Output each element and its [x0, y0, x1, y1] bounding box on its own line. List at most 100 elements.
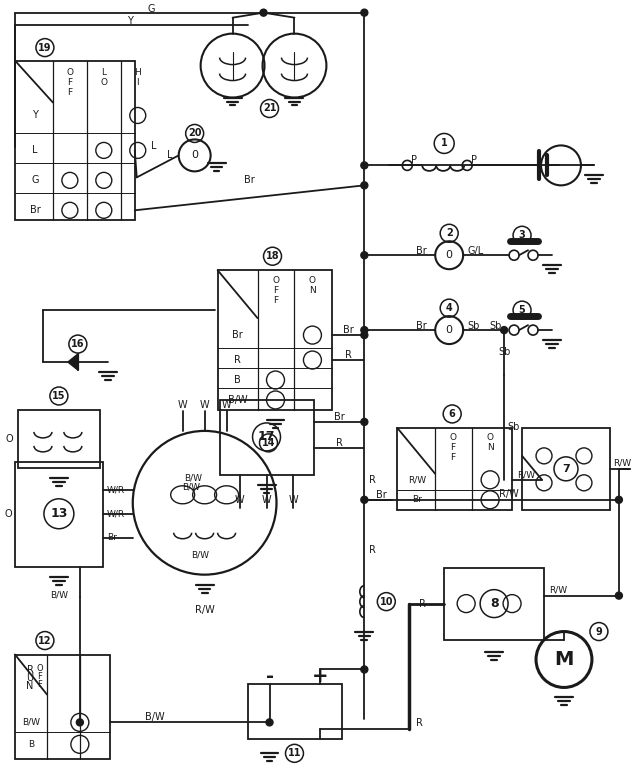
Text: B/W: B/W — [184, 474, 202, 482]
Text: 20: 20 — [188, 129, 202, 138]
Text: N: N — [26, 682, 34, 692]
Text: U: U — [27, 673, 34, 683]
Circle shape — [361, 9, 368, 16]
Text: 7: 7 — [562, 464, 570, 474]
Text: 11: 11 — [288, 748, 301, 758]
Text: B/W: B/W — [191, 550, 210, 559]
Text: O: O — [487, 434, 494, 442]
Text: Br: Br — [30, 205, 41, 215]
Text: Sb: Sb — [498, 347, 510, 357]
Circle shape — [76, 719, 83, 726]
Text: 4: 4 — [446, 303, 453, 313]
Text: F: F — [37, 672, 42, 681]
Text: W: W — [262, 495, 271, 505]
Text: Br: Br — [412, 495, 422, 504]
Text: R: R — [27, 666, 34, 675]
Text: 0: 0 — [446, 250, 453, 260]
Text: O: O — [37, 664, 43, 673]
Text: O: O — [100, 78, 107, 87]
Text: 10: 10 — [380, 597, 393, 607]
Text: 19: 19 — [38, 43, 51, 53]
Text: R: R — [370, 475, 376, 485]
Text: 1: 1 — [441, 138, 448, 148]
Text: 13: 13 — [50, 507, 68, 520]
Bar — [15, 462, 103, 567]
Text: 16: 16 — [71, 339, 84, 349]
Text: +: + — [312, 667, 328, 686]
Text: 12: 12 — [38, 636, 51, 646]
Text: O: O — [450, 434, 456, 442]
Text: B: B — [234, 375, 241, 385]
Text: R: R — [336, 438, 343, 448]
Text: B/W: B/W — [50, 590, 68, 599]
Circle shape — [616, 496, 623, 503]
Text: R: R — [345, 350, 352, 360]
Circle shape — [361, 252, 368, 259]
Text: W: W — [235, 495, 244, 505]
Text: O: O — [272, 275, 279, 285]
Text: 15: 15 — [52, 391, 66, 401]
Text: R: R — [419, 598, 425, 609]
Text: F: F — [451, 444, 456, 452]
Text: F: F — [273, 285, 278, 295]
Polygon shape — [68, 354, 78, 370]
Text: 18: 18 — [266, 251, 280, 261]
Text: F: F — [37, 680, 42, 689]
Circle shape — [361, 162, 368, 169]
Text: I: I — [136, 78, 139, 87]
Text: 2: 2 — [446, 228, 453, 238]
Text: P: P — [411, 155, 417, 165]
Circle shape — [266, 719, 273, 726]
Text: N: N — [309, 285, 316, 295]
Text: G/L: G/L — [467, 246, 483, 256]
Text: N: N — [487, 444, 493, 452]
Text: Sb: Sb — [467, 321, 479, 331]
Text: L: L — [151, 142, 157, 151]
Text: R/W: R/W — [613, 458, 631, 467]
Text: Br: Br — [343, 325, 354, 335]
Text: F: F — [67, 88, 72, 97]
Text: F: F — [273, 295, 278, 304]
Text: W: W — [222, 400, 231, 410]
Text: 0: 0 — [446, 325, 453, 335]
Text: W: W — [178, 400, 188, 410]
Text: R/W: R/W — [517, 470, 535, 480]
Text: O: O — [309, 275, 316, 285]
Text: R/W: R/W — [195, 604, 214, 614]
Bar — [15, 655, 110, 760]
Text: 14: 14 — [262, 438, 275, 448]
Bar — [522, 428, 610, 509]
Text: Sb: Sb — [507, 422, 519, 432]
Text: L: L — [167, 151, 172, 161]
Bar — [247, 685, 342, 739]
Text: 3: 3 — [519, 230, 526, 240]
Text: Br: Br — [244, 175, 255, 185]
Circle shape — [361, 182, 368, 189]
Text: W/R: W/R — [107, 485, 125, 494]
Text: Y: Y — [32, 110, 38, 120]
Text: B/W: B/W — [145, 712, 165, 722]
Text: G: G — [31, 175, 39, 185]
Text: W: W — [200, 400, 209, 410]
Text: O: O — [5, 434, 13, 444]
Text: G: G — [148, 4, 155, 14]
Text: B/W: B/W — [181, 482, 200, 491]
Circle shape — [361, 327, 368, 334]
Text: 21: 21 — [262, 103, 276, 113]
Bar — [18, 410, 100, 468]
Circle shape — [361, 666, 368, 673]
Bar — [444, 568, 544, 640]
Circle shape — [501, 327, 508, 334]
Bar — [398, 428, 512, 509]
Text: Br: Br — [417, 321, 427, 331]
Text: Br: Br — [377, 490, 387, 500]
Text: Br: Br — [107, 533, 117, 542]
Text: M: M — [554, 650, 574, 669]
Circle shape — [260, 9, 267, 16]
Text: Br: Br — [334, 412, 345, 422]
Text: R: R — [370, 545, 376, 555]
Text: R/W: R/W — [549, 585, 567, 594]
Text: F: F — [67, 78, 72, 87]
Text: 0: 0 — [191, 151, 198, 161]
Text: W/R: W/R — [107, 509, 125, 518]
